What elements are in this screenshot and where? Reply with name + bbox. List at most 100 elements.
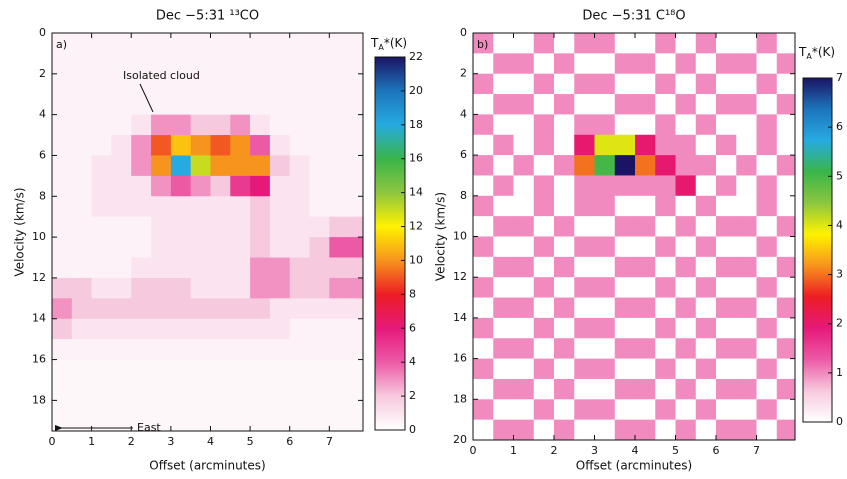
heatmap-cell <box>675 216 697 237</box>
heatmap-cell <box>493 73 514 95</box>
heatmap-cell <box>533 317 555 339</box>
y-tick-label: 20 <box>453 433 467 446</box>
colorbar-tick-label: 0 <box>409 423 416 436</box>
heatmap-cell <box>329 175 350 197</box>
heatmap-cell <box>716 175 737 197</box>
heatmap-cell <box>329 237 350 258</box>
heatmap-cell <box>635 338 656 359</box>
heatmap-cell <box>635 94 656 115</box>
heatmap-cell <box>250 379 271 401</box>
heatmap-cell <box>111 379 132 401</box>
heatmap-cell <box>52 135 73 156</box>
heatmap-cell <box>554 297 575 319</box>
heatmap-cell <box>190 237 211 258</box>
heatmap-cell <box>776 399 795 420</box>
heatmap-cell <box>574 277 595 298</box>
heatmap-cell <box>675 134 697 156</box>
heatmap-cell <box>230 339 251 360</box>
x-tick-label: 6 <box>286 435 293 448</box>
heatmap-cell <box>554 216 575 237</box>
heatmap-cell <box>533 277 555 298</box>
heatmap-cell <box>309 400 330 422</box>
heatmap-cell <box>289 318 310 340</box>
heatmap-cell <box>250 33 271 54</box>
colorbar-tick-label: 16 <box>409 152 423 165</box>
x-tick-label: 0 <box>470 444 477 457</box>
heatmap-cell <box>329 53 350 75</box>
heatmap-cell <box>170 339 191 360</box>
heatmap-cell <box>554 256 575 278</box>
x-tick-label: 7 <box>326 435 333 448</box>
heatmap-cell <box>675 155 697 176</box>
heatmap-cell <box>756 236 778 258</box>
panel-label: b) <box>477 38 488 51</box>
heatmap-cell <box>111 277 132 299</box>
heatmap-cell <box>655 33 676 54</box>
heatmap-cell <box>230 94 251 115</box>
heatmap-cell <box>91 400 112 422</box>
heatmap-cell <box>736 256 757 278</box>
heatmap-cell <box>594 33 616 54</box>
heatmap-cell <box>655 277 676 298</box>
heatmap-cell <box>614 277 636 298</box>
heatmap-cell <box>756 297 778 319</box>
heatmap-cell <box>230 318 251 340</box>
heatmap-cell <box>91 175 112 197</box>
heatmap-cell <box>533 236 555 258</box>
heatmap-cell <box>349 114 363 136</box>
heatmap-cell <box>736 94 757 115</box>
heatmap-cell <box>695 155 717 176</box>
heatmap-cell <box>675 94 697 115</box>
panel-label: a) <box>56 38 67 51</box>
heatmap-cell <box>635 53 656 74</box>
heatmap-cell <box>493 338 514 359</box>
heatmap-cell <box>736 378 757 400</box>
heatmap-cell <box>594 216 616 237</box>
heatmap-cell <box>210 359 231 381</box>
heatmap-cell <box>655 399 676 420</box>
heatmap-cell <box>230 400 251 422</box>
heatmap-cell <box>594 297 616 319</box>
heatmap-cell <box>210 277 231 299</box>
y-tick-label: 12 <box>453 270 467 283</box>
heatmap-cell <box>349 216 363 238</box>
heatmap-cell <box>776 277 795 298</box>
heatmap-cell <box>131 175 152 197</box>
heatmap-cell <box>52 400 73 422</box>
heatmap-cell <box>52 114 73 136</box>
heatmap-cell <box>675 53 697 74</box>
heatmap-cell <box>151 257 172 279</box>
heatmap-cell <box>250 196 271 217</box>
heatmap-cell <box>269 379 291 401</box>
heatmap-cell <box>91 379 112 401</box>
heatmap-cell <box>71 33 92 54</box>
heatmap-cell <box>655 297 676 319</box>
heatmap-cell <box>533 155 555 176</box>
heatmap-cell <box>190 114 211 136</box>
heatmap-cell <box>736 338 757 359</box>
heatmap-cell <box>513 216 535 237</box>
y-tick-label: 16 <box>32 353 46 366</box>
heatmap-cell <box>91 318 112 340</box>
heatmap-cell <box>776 134 795 156</box>
heatmap-cell <box>71 298 92 320</box>
heatmap-cell <box>269 277 291 299</box>
heatmap-cell <box>756 399 778 420</box>
heatmap-cell <box>574 256 595 278</box>
heatmap-cell <box>349 257 363 279</box>
heatmap-cell <box>71 94 92 115</box>
heatmap-cell <box>210 400 231 422</box>
heatmap-cell <box>513 317 535 339</box>
heatmap-cell <box>230 216 251 238</box>
heatmap-cell <box>151 339 172 360</box>
heatmap-cell <box>349 298 363 320</box>
heatmap-cell <box>533 134 555 156</box>
heatmap-cell <box>269 400 291 422</box>
heatmap-cell <box>614 378 636 400</box>
heatmap-cell <box>614 399 636 420</box>
heatmap-cell <box>493 297 514 319</box>
heatmap-cell <box>52 94 73 115</box>
colorbar-label-part: A <box>378 43 384 52</box>
heatmap-cell <box>513 236 535 258</box>
heatmap-cell <box>91 114 112 136</box>
